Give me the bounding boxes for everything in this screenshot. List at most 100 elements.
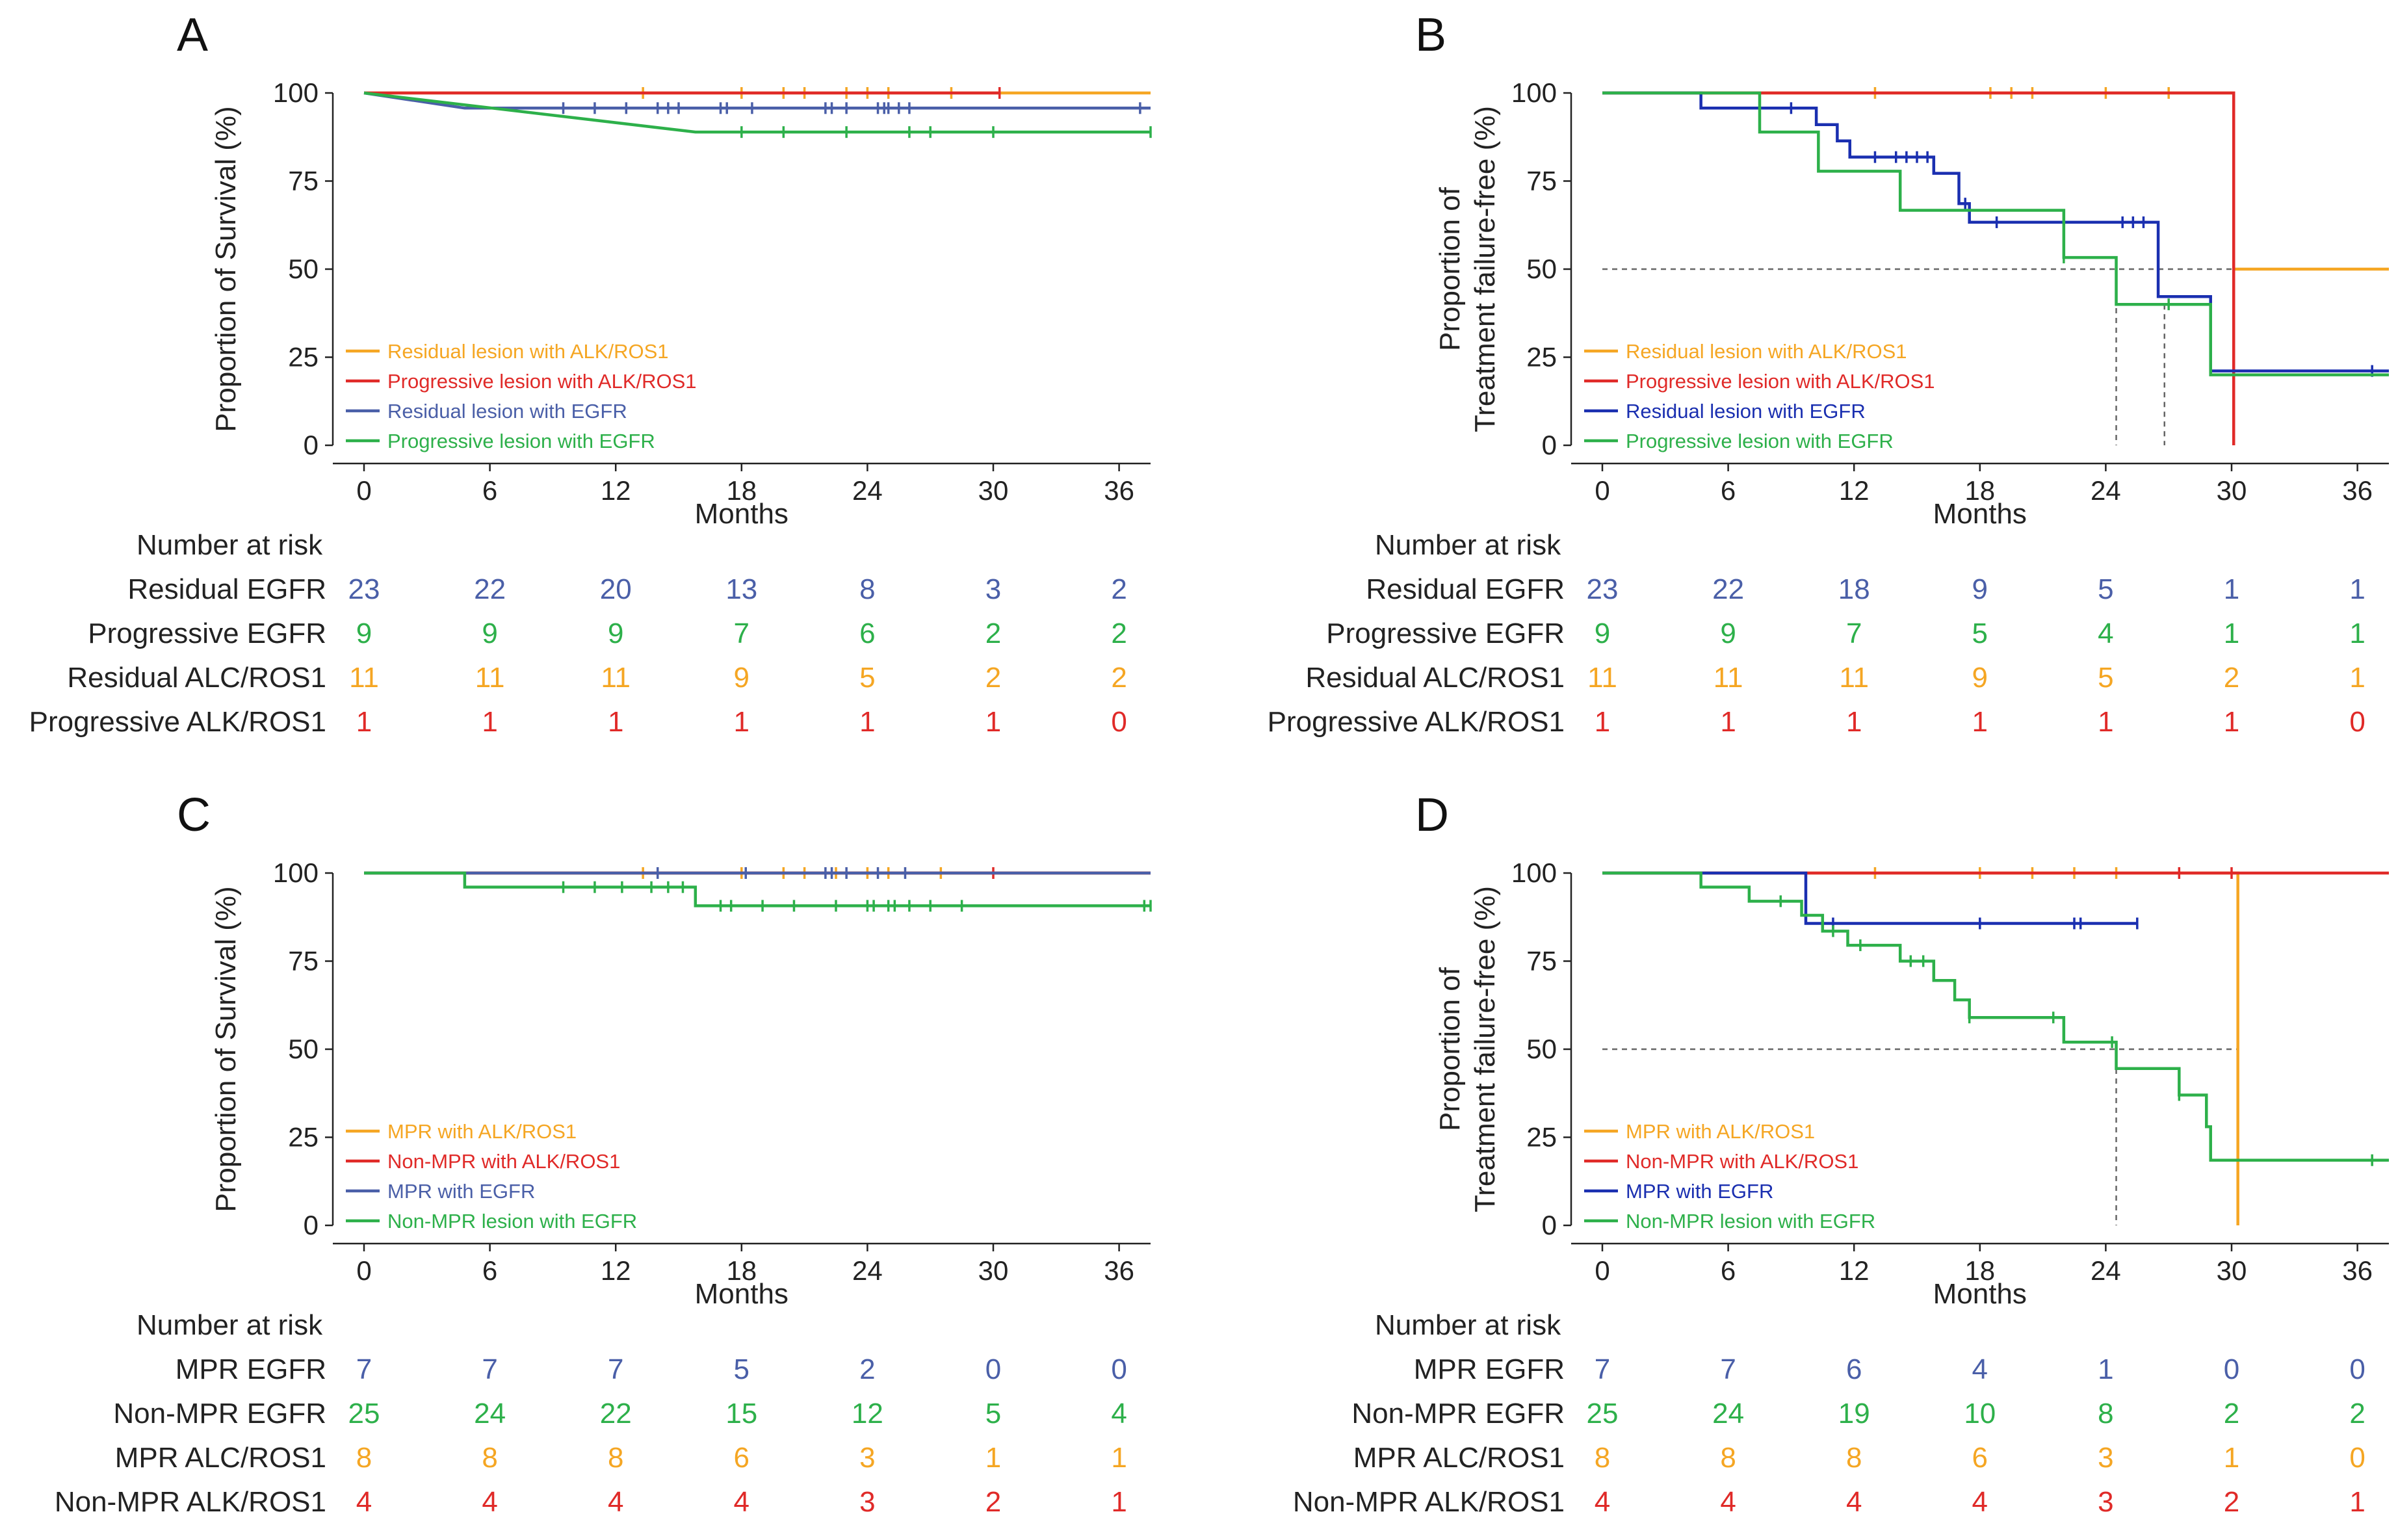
- risk-count: 9: [1720, 618, 1736, 649]
- risk-count: 5: [1972, 618, 1988, 649]
- risk-row-label: Non-MPR EGFR: [113, 1398, 326, 1429]
- risk-count: 2: [985, 1486, 1001, 1518]
- risk-count: 1: [859, 706, 875, 738]
- risk-count: 4: [1595, 1486, 1610, 1518]
- y-tick-label: 0: [304, 1210, 319, 1240]
- risk-count: 1: [2224, 1442, 2239, 1474]
- x-tick-label: 6: [1721, 475, 1736, 506]
- risk-count: 20: [600, 573, 632, 605]
- risk-count: 3: [2098, 1486, 2113, 1518]
- legend-label: Progressive lesion with EGFR: [387, 430, 655, 452]
- risk-count: 18: [1838, 573, 1870, 605]
- km-panel-c: C 0 25 50 75 100 0 6 12 18 24 30 36 Months Proportion …: [0, 780, 1199, 1540]
- risk-row-label: Non-MPR ALK/ROS1: [1293, 1486, 1565, 1518]
- y-axis-title: Proportion of: [1434, 967, 1466, 1131]
- y-tick-label: 75: [1526, 166, 1557, 196]
- risk-count: 7: [1720, 1353, 1736, 1385]
- risk-count: 5: [985, 1398, 1001, 1429]
- risk-row-label: MPR EGFR: [1414, 1353, 1565, 1385]
- risk-count: 11: [349, 662, 379, 694]
- risk-count: 6: [1972, 1442, 1988, 1474]
- x-tick-label: 6: [1721, 1255, 1736, 1286]
- y-tick-label: 100: [1511, 857, 1557, 888]
- km-curve-series-4: [1602, 91, 2389, 376]
- risk-count: 11: [475, 662, 505, 694]
- risk-count: 8: [859, 573, 875, 605]
- risk-count: 3: [859, 1486, 875, 1518]
- risk-count: 25: [348, 1398, 380, 1429]
- risk-count: 7: [608, 1353, 623, 1385]
- risk-row-label: MPR ALC/ROS1: [1353, 1442, 1565, 1474]
- risk-count: 4: [608, 1486, 623, 1518]
- risk-table-title: Number at risk: [137, 1309, 323, 1341]
- risk-count: 8: [356, 1442, 372, 1474]
- risk-count: 2: [859, 1353, 875, 1385]
- risk-count: 1: [1111, 1486, 1127, 1518]
- x-tick-label: 36: [2342, 475, 2373, 506]
- risk-count: 6: [859, 618, 875, 649]
- y-tick-label: 50: [288, 1034, 319, 1064]
- y-axis-title: Treatment failure-free (%): [1469, 886, 1501, 1212]
- y-tick-label: 0: [304, 430, 319, 460]
- risk-count: 4: [734, 1486, 749, 1518]
- km-curve-series-4: [364, 871, 1151, 907]
- x-axis-title: Months: [1933, 1278, 2027, 1310]
- x-tick-label: 0: [1595, 1255, 1610, 1286]
- risk-count: 8: [2098, 1398, 2113, 1429]
- y-axis-title: Proportion of Survival (%): [210, 106, 242, 432]
- y-axis-title: Proportion of Survival (%): [210, 886, 242, 1212]
- risk-count: 0: [1111, 706, 1127, 738]
- risk-count: 7: [356, 1353, 372, 1385]
- risk-count: 0: [1111, 1353, 1127, 1385]
- legend-label: MPR with ALK/ROS1: [1626, 1120, 1815, 1143]
- y-tick-label: 50: [1526, 254, 1557, 284]
- risk-count: 2: [2349, 1398, 2365, 1429]
- risk-row-label: Residual EGFR: [1366, 573, 1565, 605]
- risk-count: 23: [348, 573, 380, 605]
- risk-count: 10: [1964, 1398, 1996, 1429]
- risk-row-label: Progressive ALK/ROS1: [29, 706, 326, 738]
- risk-row-label: Progressive EGFR: [1326, 618, 1565, 649]
- risk-row-label: MPR EGFR: [176, 1353, 326, 1385]
- y-axis-title: Proportion of: [1434, 187, 1466, 351]
- y-tick-label: 100: [1511, 77, 1557, 108]
- risk-count: 19: [1838, 1398, 1870, 1429]
- y-tick-label: 25: [288, 1122, 319, 1153]
- risk-count: 1: [985, 706, 1001, 738]
- risk-count: 1: [2349, 573, 2365, 605]
- risk-count: 8: [482, 1442, 497, 1474]
- risk-count: 7: [734, 618, 749, 649]
- y-tick-label: 75: [1526, 946, 1557, 976]
- risk-count: 1: [356, 706, 372, 738]
- legend-label: Residual lesion with EGFR: [387, 400, 627, 423]
- legend-label: MPR with ALK/ROS1: [387, 1120, 577, 1143]
- legend-label: MPR with EGFR: [1626, 1180, 1773, 1203]
- risk-count: 6: [1846, 1353, 1862, 1385]
- x-axis-title: Months: [695, 498, 788, 530]
- x-tick-label: 30: [2217, 475, 2247, 506]
- legend-label: Non-MPR with ALK/ROS1: [387, 1150, 620, 1173]
- legend-label: Progressive lesion with ALK/ROS1: [387, 370, 697, 393]
- risk-count: 2: [985, 662, 1001, 694]
- x-tick-label: 18: [726, 1255, 757, 1286]
- legend-label: Residual lesion with EGFR: [1626, 400, 1866, 423]
- x-tick-label: 24: [852, 475, 883, 506]
- risk-count: 4: [482, 1486, 497, 1518]
- risk-count: 3: [859, 1442, 875, 1474]
- panel-letter: C: [177, 789, 211, 841]
- x-tick-label: 18: [726, 475, 757, 506]
- y-tick-label: 50: [1526, 1034, 1557, 1064]
- risk-count: 4: [356, 1486, 372, 1518]
- km-curve-series-4: [363, 91, 1151, 134]
- y-tick-label: 0: [1542, 1210, 1557, 1240]
- x-tick-label: 36: [2342, 1255, 2373, 1286]
- risk-row-label: Residual ALC/ROS1: [67, 662, 326, 694]
- risk-count: 24: [474, 1398, 506, 1429]
- risk-count: 7: [1595, 1353, 1610, 1385]
- km-panel-d: D 0 25 50 75 100 0 6 12 18 24 30 36 Months Proportion …: [1238, 780, 2398, 1540]
- y-tick-label: 50: [288, 254, 319, 284]
- risk-count: 2: [1111, 662, 1127, 694]
